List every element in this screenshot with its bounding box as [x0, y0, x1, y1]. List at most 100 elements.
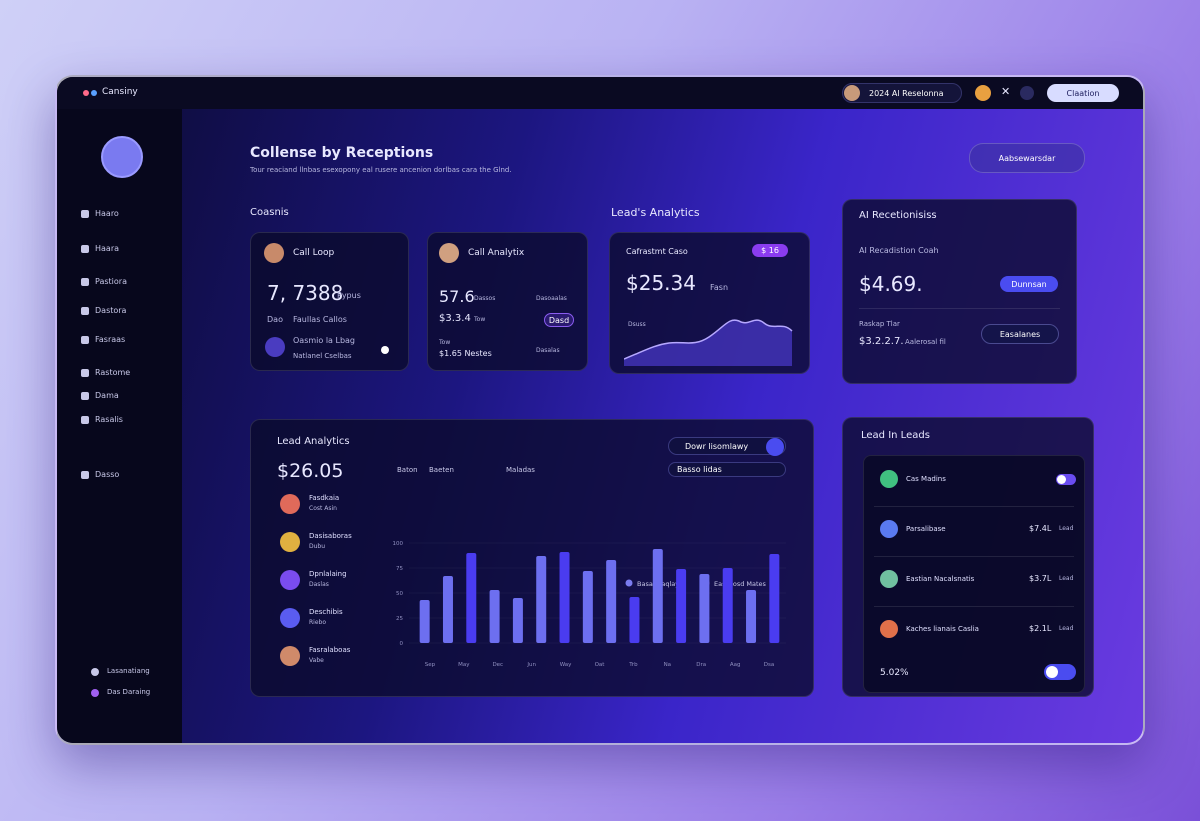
meta: Faullas Callos — [293, 315, 347, 324]
card-button[interactable]: Dunnsan — [1000, 276, 1058, 292]
toggle[interactable] — [1056, 474, 1076, 485]
page-title: Collense by Receptions — [250, 145, 434, 161]
nav-icon — [81, 278, 89, 286]
lead-tag: Lead — [1059, 575, 1074, 582]
leads-card: Cafrastmt Caso $ 16 $25.34 Fasn Dsuss — [609, 232, 810, 374]
nav-item[interactable]: Rasalis — [81, 415, 123, 424]
sparkline-area — [624, 320, 792, 366]
bar — [606, 560, 617, 643]
card-value: 57.6 — [439, 287, 475, 306]
toggle-knob — [1057, 475, 1066, 484]
toggle[interactable] — [1044, 664, 1076, 680]
avatar — [280, 494, 300, 514]
analytix-card: Call Analytix 57.6 Dassos Dasoaalas $3.3… — [427, 232, 588, 371]
bar-chart: BatonBaetenMaladasBasaslsaqlayEassaosd M… — [393, 466, 786, 668]
nav-item[interactable]: Haara — [81, 244, 119, 253]
card-button[interactable]: Easalanes — [981, 324, 1059, 344]
avatar — [264, 243, 284, 263]
filter[interactable]: Basso lidas — [668, 462, 786, 477]
y-tick-label: 25 — [396, 616, 403, 622]
unit: Tow — [474, 316, 486, 323]
tab[interactable]: Maladas — [506, 466, 535, 474]
nav-footer-item[interactable]: Das Daraing — [91, 688, 150, 697]
nav-icon — [81, 307, 89, 315]
section-title: Lead's Analytics — [611, 206, 700, 219]
card-value: $4.69. — [859, 272, 923, 296]
card-title: Cafrastmt Caso — [626, 247, 688, 256]
bar — [512, 598, 523, 643]
nav-item[interactable]: Rastome — [81, 368, 130, 377]
nav-item[interactable]: Dama — [81, 391, 119, 400]
sidebar — [57, 109, 182, 743]
nav-item[interactable]: Haaro — [81, 209, 119, 218]
value2: $3.2.2.7. — [859, 336, 904, 347]
tab[interactable]: Baton — [397, 466, 418, 474]
card-title: Call Analytix — [468, 248, 525, 258]
avatar — [280, 570, 300, 590]
brand: Cansiny — [102, 87, 138, 97]
nav-item[interactable]: Fasraas — [81, 335, 125, 344]
side: Dasoaalas — [536, 295, 567, 302]
card-title: AI Recadistion Coah — [859, 246, 939, 255]
nav-footer-item[interactable]: Lasanatiang — [91, 667, 150, 676]
bar — [746, 590, 757, 643]
avatar — [439, 243, 459, 263]
top-bar: Cansiny 2024 Al Reselonna ✕ Claation — [57, 77, 1143, 109]
filter-icon[interactable] — [766, 438, 784, 456]
y-tick-label: 0 — [400, 641, 404, 647]
avatar — [975, 85, 991, 101]
avatar — [280, 646, 300, 666]
top-button[interactable]: Claation — [1047, 84, 1119, 102]
nav-item[interactable]: Dasso — [81, 470, 119, 479]
label: Raskap Tlar — [859, 320, 900, 328]
toggle-knob — [1046, 666, 1058, 678]
nav-item[interactable]: Pastiora — [81, 277, 127, 286]
person-sub: Vabe — [309, 657, 324, 664]
person-sub: Dubu — [309, 543, 326, 550]
y-tick-label: 100 — [393, 541, 404, 547]
divider — [874, 606, 1074, 607]
x-tick-label: Sep — [425, 662, 436, 668]
bar — [489, 590, 500, 643]
tab[interactable]: Baeten — [429, 466, 454, 474]
call-card: Call Loop 7, 7388 Pypus Dao Faullas Call… — [250, 232, 409, 371]
nav-icon — [81, 471, 89, 479]
bar — [769, 554, 780, 643]
card-title: Call Loop — [293, 248, 335, 258]
person-name: Fasralaboas — [309, 646, 351, 654]
divider — [874, 506, 1074, 507]
toggle[interactable] — [381, 346, 389, 354]
nav-icon — [81, 245, 89, 253]
app-window: Cansiny 2024 Al Reselonna ✕ Claation Haa… — [55, 75, 1145, 745]
ai-card: AI Recetionisiss AI Recadistion Coah $4.… — [842, 199, 1077, 384]
search[interactable]: 2024 Al Reselonna — [842, 83, 962, 103]
person-sub: Daslas — [309, 581, 329, 588]
x-tick-label: Na — [664, 662, 672, 668]
lead-name: Parsalibase — [906, 525, 946, 533]
dot — [91, 90, 97, 96]
lead-name: Kaches lianais Caslia — [906, 625, 979, 633]
lead-chart-card: Lead Analytics $26.05 Dowr lisomlawy Bas… — [250, 419, 814, 697]
label2: Aalerosal fil — [905, 338, 946, 346]
filter[interactable]: Dowr lisomlawy — [668, 437, 786, 455]
card-value: 7, 7388 — [267, 281, 344, 305]
nav-icon — [81, 336, 89, 344]
y-tick-label: 50 — [396, 591, 403, 597]
label: Dsuss — [628, 321, 646, 328]
icon-button[interactable] — [1020, 86, 1034, 100]
x-tick-label: Dsa — [764, 662, 774, 668]
person-name: Dpnlalaing — [309, 570, 347, 578]
nav-icon — [81, 210, 89, 218]
nav-item[interactable]: Dastora — [81, 306, 126, 315]
close-icon[interactable]: ✕ — [1001, 85, 1011, 98]
lead-value: $2.1L — [1029, 624, 1052, 633]
card-section: AI Recetionisiss — [859, 210, 937, 221]
bar — [676, 569, 687, 643]
value2: $3.3.4 — [439, 313, 471, 324]
y-tick-label: 75 — [396, 566, 403, 572]
x-tick-label: Dec — [492, 662, 503, 668]
lead-tag: Lead — [1059, 525, 1074, 532]
person-sub: Riebo — [309, 619, 327, 626]
header-button[interactable]: Aabsewarsdar — [969, 143, 1085, 173]
